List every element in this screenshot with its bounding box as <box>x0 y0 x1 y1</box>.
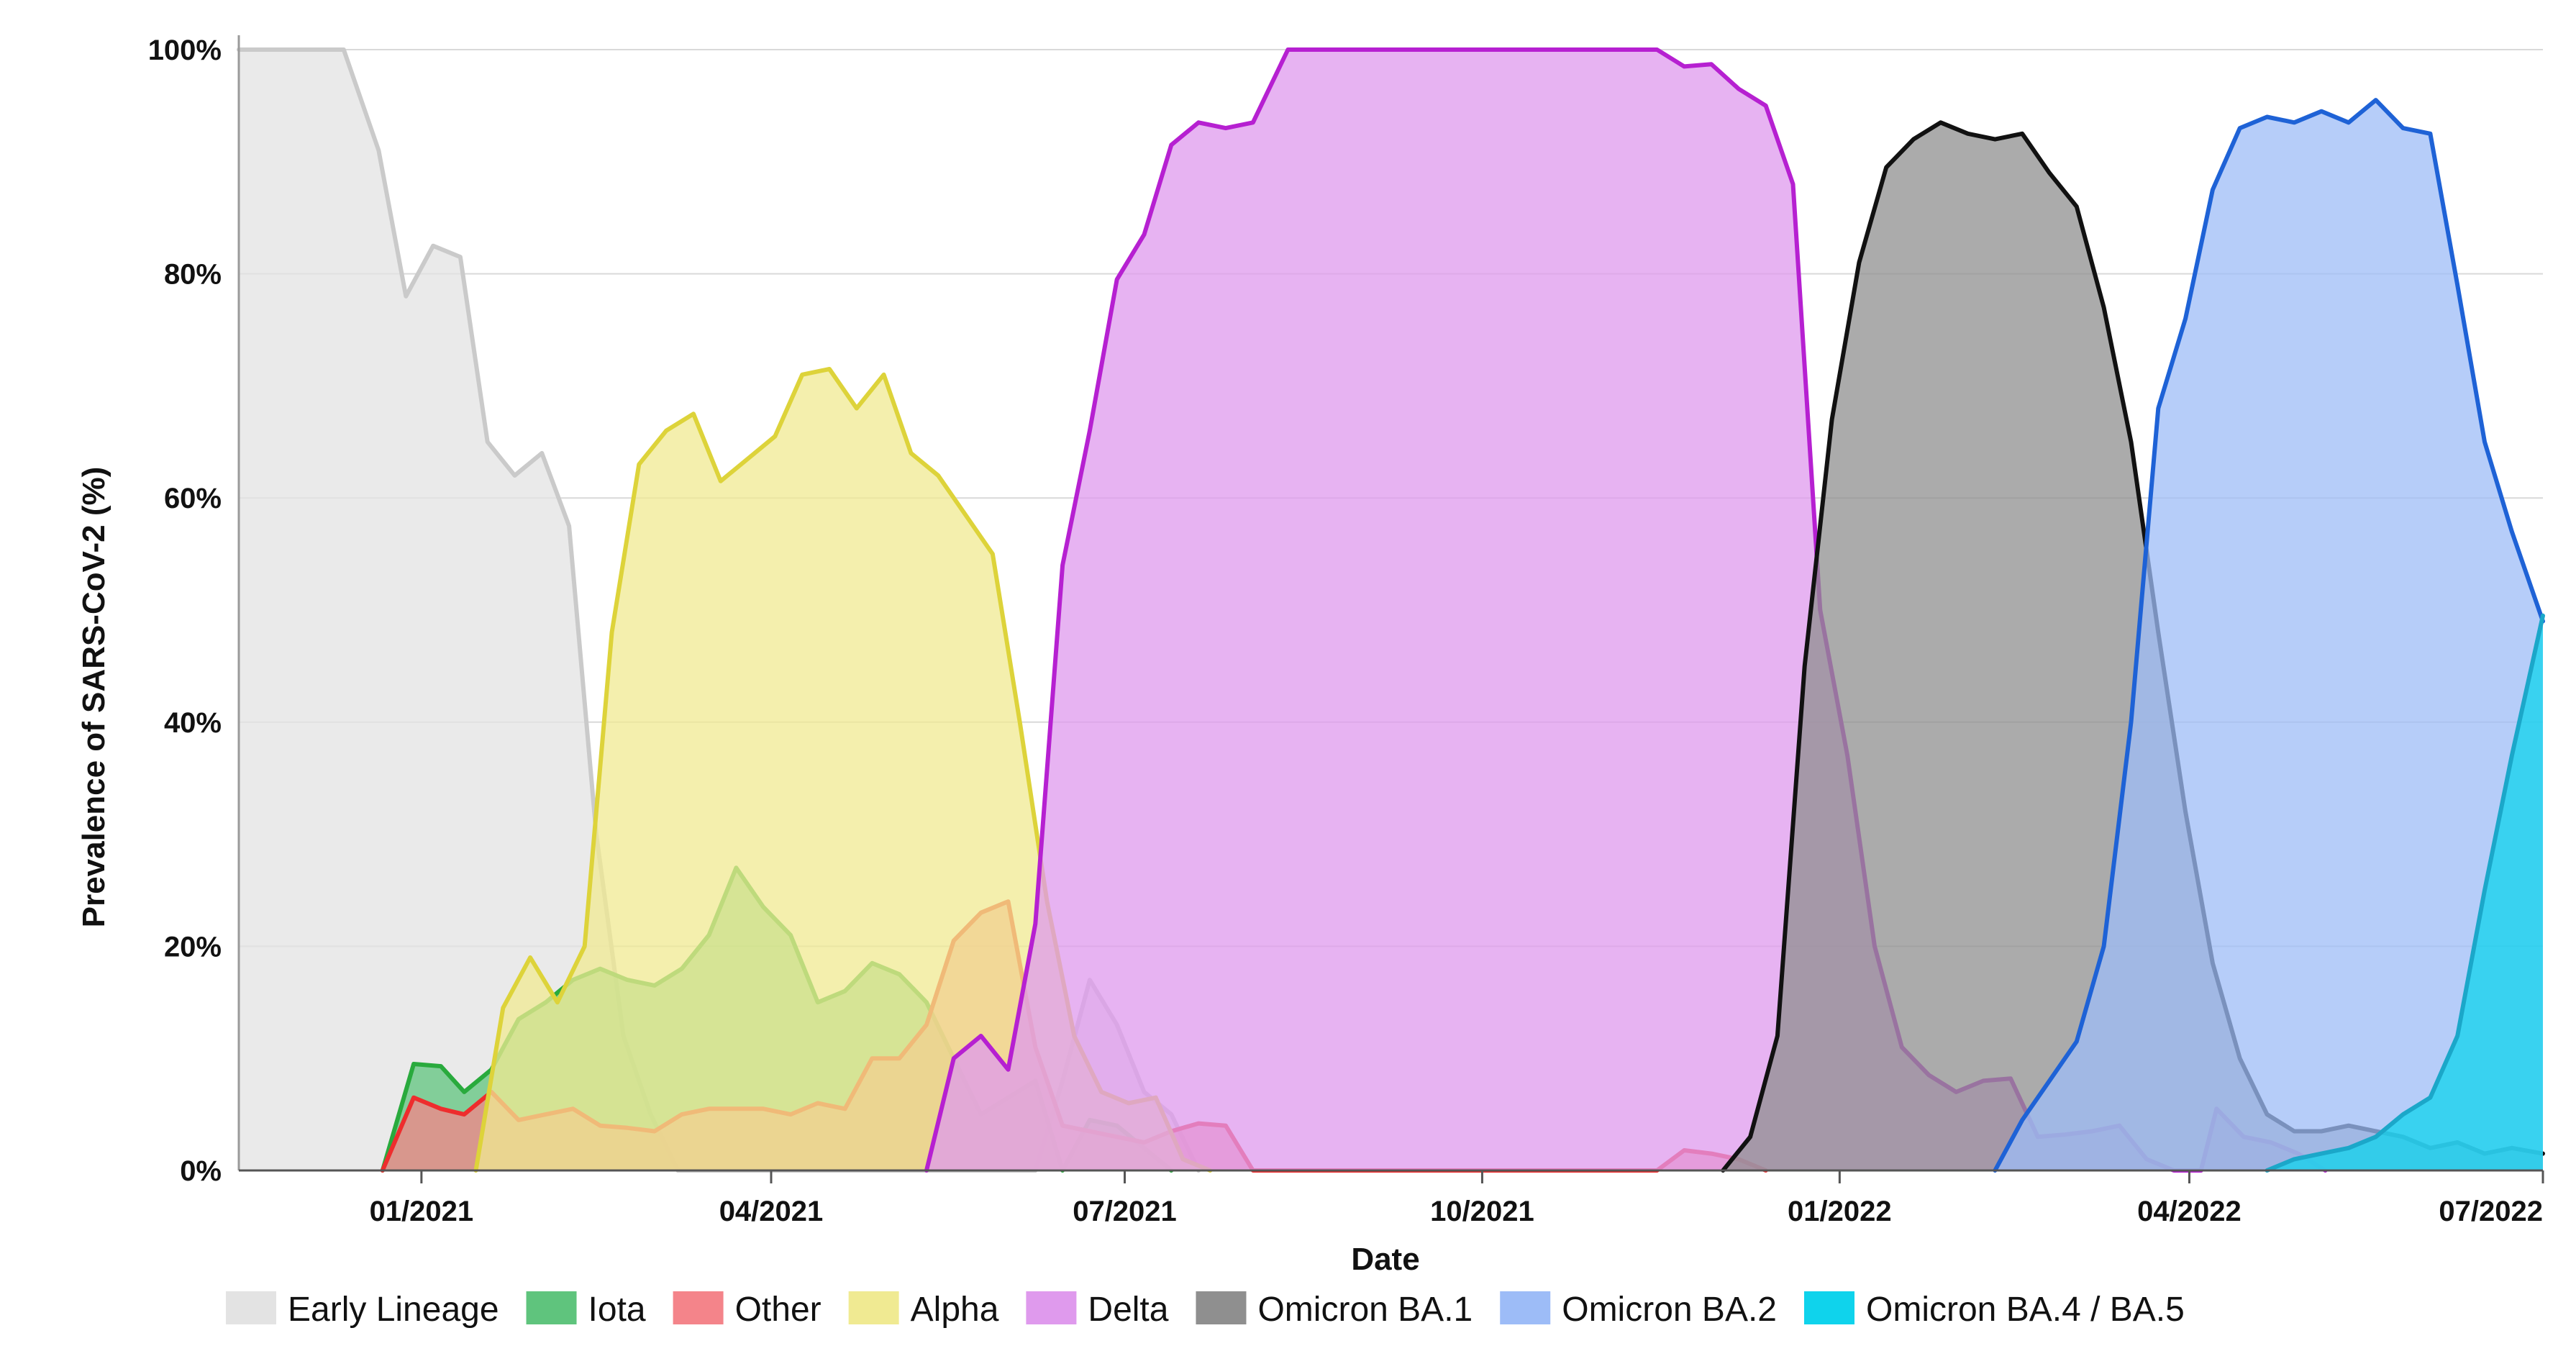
series-line-6 <box>1993 98 2545 1173</box>
legend-item: Omicron BA.2 <box>1500 1291 1777 1329</box>
legend-swatch <box>1804 1291 1854 1324</box>
legend-swatch <box>848 1291 899 1324</box>
series-area-0 <box>239 50 1199 1170</box>
y-tick-label: 80% <box>164 259 222 291</box>
legend-label: Omicron BA.2 <box>1562 1291 1777 1329</box>
x-tick-label: 01/2021 <box>370 1196 474 1227</box>
legend-swatch <box>1026 1291 1077 1324</box>
legend-swatch <box>1500 1291 1551 1324</box>
legend-item: Delta <box>1026 1291 1169 1329</box>
axes: 0% 20% 40% 60% 80% 100% 01/2021 04/2021 07/2021 1… <box>148 35 2544 1227</box>
legend-item: Other <box>673 1291 822 1329</box>
series-area-7 <box>2267 615 2543 1170</box>
legend-item: Alpha <box>848 1291 999 1329</box>
x-tick-label: 10/2021 <box>1430 1196 1534 1227</box>
legend-item: Omicron BA.4 / BA.5 <box>1804 1291 2185 1329</box>
x-axis-title: Date <box>1351 1242 1419 1277</box>
legend-label: Iota <box>588 1291 646 1329</box>
y-tick-label: 40% <box>164 707 222 739</box>
series-line-7 <box>2265 613 2545 1173</box>
series-area-4 <box>927 50 2326 1170</box>
legend-label: Omicron BA.1 <box>1257 1291 1473 1329</box>
x-tick-label: 07/2022 <box>2439 1196 2543 1227</box>
legend-item: Early Lineage <box>226 1291 499 1329</box>
legend-swatch <box>226 1291 276 1324</box>
x-tick-label: 01/2022 <box>1788 1196 1892 1227</box>
legend-label: Early Lineage <box>288 1291 499 1329</box>
x-tick-label: 04/2022 <box>2137 1196 2242 1227</box>
legend-label: Alpha <box>911 1291 999 1329</box>
legend: Early Lineage Iota Other Alpha Delta Omicron … <box>226 1291 2185 1329</box>
y-axis-title: Prevalence of SARS-CoV-2 (%) <box>76 467 111 928</box>
x-tick-label: 04/2021 <box>719 1196 824 1227</box>
legend-item: Iota <box>526 1291 646 1329</box>
legend-label: Delta <box>1088 1291 1168 1329</box>
x-tick-label: 07/2021 <box>1073 1196 1177 1227</box>
series-area-6 <box>1995 100 2543 1171</box>
legend-label: Omicron BA.4 / BA.5 <box>1866 1291 2185 1329</box>
plot-area <box>237 47 2545 1173</box>
legend-swatch <box>1196 1291 1247 1324</box>
legend-swatch <box>526 1291 577 1324</box>
y-tick-label: 100% <box>148 35 222 66</box>
y-tick-label: 20% <box>164 931 222 963</box>
legend-label: Other <box>735 1291 822 1329</box>
legend-swatch <box>673 1291 724 1324</box>
y-tick-label: 0% <box>180 1155 222 1187</box>
series-area-5 <box>1723 122 2543 1170</box>
y-tick-label: 60% <box>164 483 222 514</box>
legend-item: Omicron BA.1 <box>1196 1291 1473 1329</box>
